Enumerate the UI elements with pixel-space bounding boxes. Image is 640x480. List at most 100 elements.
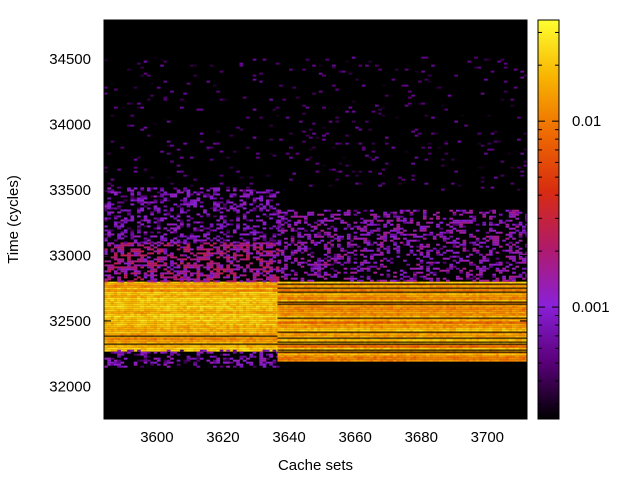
heatmap-cell xyxy=(193,327,197,330)
heatmap-cell xyxy=(518,311,523,314)
heatmap-cell xyxy=(219,244,224,247)
heatmap-cell xyxy=(123,241,128,244)
heatmap-cell xyxy=(239,295,244,298)
heatmap-cell xyxy=(436,295,440,298)
heatmap-cell xyxy=(216,341,221,344)
heatmap-cell xyxy=(393,319,397,322)
heatmap-cell xyxy=(518,327,523,330)
heatmap-cell xyxy=(259,337,264,340)
heatmap-cell xyxy=(252,319,257,322)
heatmap-cell xyxy=(373,311,378,314)
heatmap-cell xyxy=(327,313,331,316)
heatmap-cell xyxy=(229,285,234,288)
heatmap-cell xyxy=(236,323,240,326)
heatmap-cell xyxy=(113,217,118,220)
heatmap-cell xyxy=(150,231,154,234)
heatmap-cell xyxy=(284,319,288,322)
heatmap-cell xyxy=(232,278,237,281)
heatmap-cell xyxy=(366,305,371,308)
heatmap-cell xyxy=(376,313,381,316)
heatmap-cell xyxy=(176,341,181,344)
heatmap-cell xyxy=(173,274,178,277)
heatmap-cell xyxy=(272,213,277,216)
heatmap-cell xyxy=(343,323,348,326)
heatmap-cell xyxy=(213,215,217,218)
heatmap-cell xyxy=(173,293,178,296)
heatmap-cell xyxy=(246,193,250,196)
heatmap-cell xyxy=(475,281,480,284)
heatmap-cell xyxy=(222,325,227,328)
heatmap-cell xyxy=(262,309,267,312)
heatmap-cell xyxy=(173,321,178,324)
heatmap-cell xyxy=(113,299,118,302)
heatmap-cell xyxy=(246,303,250,306)
heatmap-cell xyxy=(143,309,148,312)
heatmap-cell xyxy=(130,299,135,302)
heatmap-cell xyxy=(163,276,168,279)
heatmap-cell xyxy=(163,280,168,283)
heatmap-cell xyxy=(160,272,164,275)
heatmap-cell xyxy=(280,307,285,310)
heatmap-cell xyxy=(330,281,335,284)
heatmap-cell xyxy=(120,283,125,286)
heatmap-cell xyxy=(209,349,214,352)
heatmap-cell xyxy=(343,311,348,314)
heatmap-cell xyxy=(262,293,267,296)
heatmap-cell xyxy=(113,303,118,306)
heatmap-cell xyxy=(199,319,204,322)
heatmap-cell xyxy=(294,319,298,322)
heatmap-cell xyxy=(193,357,197,360)
heatmap-cell xyxy=(117,276,121,279)
heatmap-cell xyxy=(117,353,121,356)
heatmap-cell xyxy=(275,365,280,368)
heatmap-cell xyxy=(366,307,371,310)
heatmap-cell xyxy=(120,291,125,294)
heatmap-cell xyxy=(143,325,148,328)
heatmap-cell xyxy=(252,329,257,332)
heatmap-cell xyxy=(163,327,168,330)
heatmap-cell xyxy=(252,347,257,350)
heatmap-cell xyxy=(143,254,148,257)
heatmap-cell xyxy=(249,327,254,330)
heatmap-cell xyxy=(176,309,181,312)
heatmap-cell xyxy=(366,297,371,300)
heatmap-cell xyxy=(232,315,237,318)
heatmap-cell xyxy=(133,274,138,277)
heatmap-cell xyxy=(113,289,118,292)
heatmap-cell xyxy=(173,303,178,306)
heatmap-cell xyxy=(356,299,361,302)
heatmap-cell xyxy=(396,289,401,292)
heatmap-cell xyxy=(213,355,217,358)
heatmap-cell xyxy=(269,287,273,290)
heatmap-cell xyxy=(340,299,344,302)
heatmap-cell xyxy=(196,329,201,332)
heatmap-cell xyxy=(356,325,361,328)
heatmap-cell xyxy=(143,197,148,200)
heatmap-cell xyxy=(189,252,194,255)
heatmap-cell xyxy=(123,254,128,257)
heatmap-cell xyxy=(249,311,254,314)
heatmap-cell xyxy=(350,315,354,318)
heatmap-cell xyxy=(323,297,328,300)
heatmap-cell xyxy=(213,191,217,194)
heatmap-cell xyxy=(107,317,111,320)
heatmap-cell xyxy=(249,309,254,312)
heatmap-cell xyxy=(479,293,483,296)
heatmap-cell xyxy=(219,311,224,314)
heatmap-cell xyxy=(492,281,496,284)
heatmap-cell xyxy=(150,323,154,326)
heatmap-cell xyxy=(370,305,374,308)
heatmap-cell xyxy=(186,278,191,281)
heatmap-cell xyxy=(406,319,411,322)
heatmap-cell xyxy=(373,297,378,300)
heatmap-cell xyxy=(127,333,131,336)
heatmap-cell xyxy=(389,285,394,288)
heatmap-cell xyxy=(150,241,154,244)
heatmap-cell xyxy=(259,297,264,300)
heatmap-cell xyxy=(226,287,230,290)
heatmap-cell xyxy=(120,333,125,336)
heatmap-cell xyxy=(246,250,250,253)
heatmap-cell xyxy=(186,345,191,348)
heatmap-cell xyxy=(475,319,480,322)
heatmap-cell xyxy=(183,299,188,302)
